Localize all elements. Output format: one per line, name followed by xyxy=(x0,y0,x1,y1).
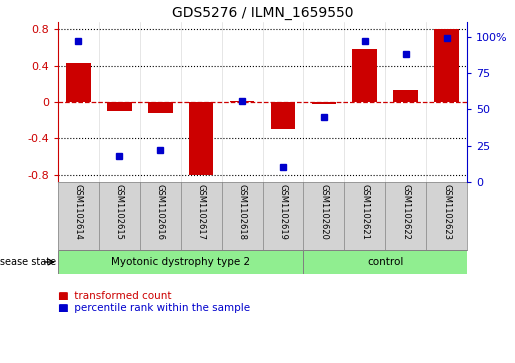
Text: GSM1102615: GSM1102615 xyxy=(115,184,124,240)
Text: control: control xyxy=(367,257,403,267)
Text: ■: ■ xyxy=(58,303,68,313)
Bar xyxy=(230,101,254,102)
Text: ■  percentile rank within the sample: ■ percentile rank within the sample xyxy=(58,303,250,313)
Text: GSM1102618: GSM1102618 xyxy=(237,184,247,240)
Text: GSM1102617: GSM1102617 xyxy=(197,184,205,240)
Bar xyxy=(434,29,459,102)
Text: disease state: disease state xyxy=(0,257,56,267)
Bar xyxy=(107,102,132,111)
Text: GSM1102621: GSM1102621 xyxy=(360,184,369,240)
Text: Myotonic dystrophy type 2: Myotonic dystrophy type 2 xyxy=(111,257,250,267)
Bar xyxy=(189,102,213,175)
Text: GSM1102619: GSM1102619 xyxy=(279,184,287,240)
Text: GSM1102623: GSM1102623 xyxy=(442,184,451,240)
Bar xyxy=(393,90,418,102)
Text: GSM1102614: GSM1102614 xyxy=(74,184,83,240)
Bar xyxy=(58,250,303,274)
Text: ■  transformed count: ■ transformed count xyxy=(58,291,171,301)
Bar xyxy=(352,49,377,102)
Bar xyxy=(66,63,91,102)
Text: GSM1102622: GSM1102622 xyxy=(401,184,410,240)
Bar xyxy=(148,102,173,113)
Title: GDS5276 / ILMN_1659550: GDS5276 / ILMN_1659550 xyxy=(171,5,353,20)
Bar xyxy=(312,102,336,104)
Text: ■: ■ xyxy=(58,291,68,301)
Text: GSM1102620: GSM1102620 xyxy=(319,184,329,240)
Bar xyxy=(303,250,467,274)
Bar xyxy=(271,102,295,129)
Text: GSM1102616: GSM1102616 xyxy=(156,184,165,240)
